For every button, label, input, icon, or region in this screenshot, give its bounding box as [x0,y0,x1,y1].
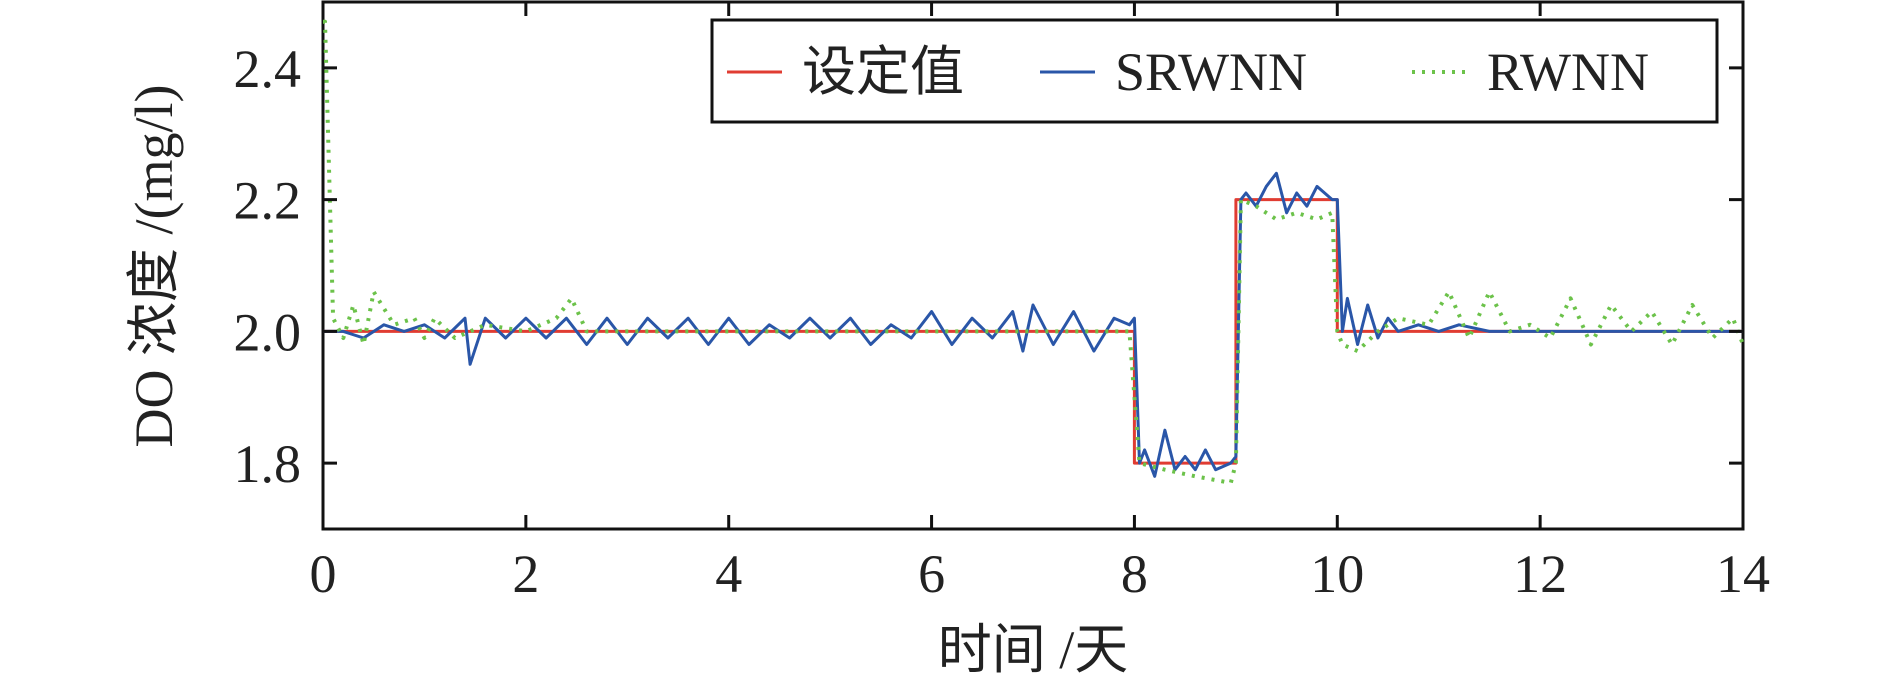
legend-label-setpoint: 设定值 [802,42,964,102]
y-axis-title: DO 浓度 /(mg/l) [124,85,184,448]
x-tick-label: 14 [1716,544,1770,604]
series-line-SRWNN [323,171,1743,478]
x-tick-label: 12 [1513,544,1567,604]
x-tick-label: 10 [1310,544,1364,604]
legend-label-srwnn: SRWNN [1115,42,1307,102]
legend-box [710,18,1719,124]
ticks-layer: 0 2 4 6 8 10 12 14 1.8 2.0 2.2 2.4 [234,2,1770,604]
y-tick-label: 2.4 [234,39,302,99]
x-tick-label: 2 [512,544,539,604]
y-tick-label: 1.8 [234,434,302,494]
series-line-RWNN [323,19,1745,485]
x-tick-label: 8 [1121,544,1148,604]
x-tick-label: 4 [715,544,742,604]
series-layer [323,19,1745,485]
legend-label-rwnn: RWNN [1487,42,1649,102]
x-tick-label: 6 [918,544,945,604]
y-tick-label: 2.0 [234,302,302,362]
y-tick-label: 2.2 [234,171,302,231]
x-tick-label: 0 [310,544,337,604]
x-axis-title: 时间 /天 [938,620,1129,680]
legend: 设定值 SRWNN RWNN [710,18,1719,124]
